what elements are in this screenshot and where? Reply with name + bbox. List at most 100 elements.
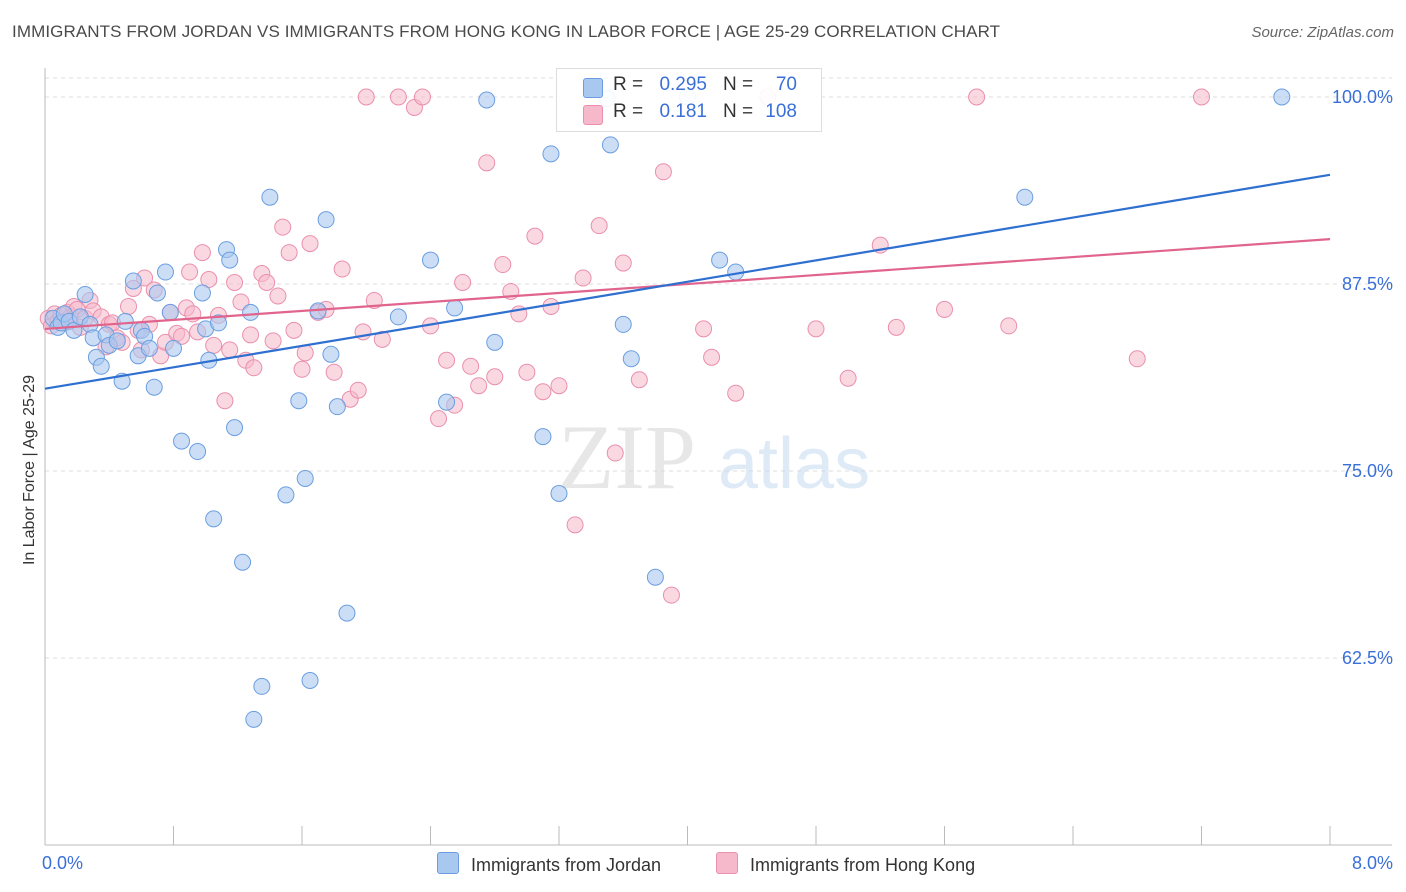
hongkong-point	[413, 88, 431, 106]
hongkong-point	[349, 381, 367, 399]
jordan-point	[446, 299, 464, 317]
jordan-point	[438, 393, 456, 411]
hongkong-point	[662, 586, 680, 604]
jordan-point	[116, 312, 134, 330]
hongkong-point	[526, 227, 544, 245]
bottom-legend-label-hongkong: Immigrants from Hong Kong	[750, 855, 976, 875]
jordan-point	[1273, 88, 1291, 106]
jordan-point	[261, 188, 279, 206]
jordan-point	[290, 392, 308, 410]
hongkong-point	[695, 320, 713, 338]
x-tick-label: 0.0%	[42, 853, 83, 873]
hongkong-point	[654, 163, 672, 181]
jordan-point	[148, 284, 166, 302]
jordan-point	[711, 251, 729, 269]
hongkong-point	[285, 321, 303, 339]
jordan-point	[156, 263, 174, 281]
jordan-point	[173, 432, 191, 450]
jordan-point	[234, 553, 252, 571]
hongkong-point	[301, 235, 319, 253]
hongkong-point	[221, 341, 239, 359]
jordan-point	[145, 378, 163, 396]
jordan-point	[389, 308, 407, 326]
axes	[44, 68, 1392, 846]
bottom-legend-swatch-jordan	[437, 852, 459, 874]
hongkong-point	[494, 256, 512, 274]
jordan-point	[550, 484, 568, 502]
jordan-point	[322, 345, 340, 363]
hongkong-trend-line	[44, 238, 1331, 330]
jordan-point	[76, 285, 94, 303]
hongkong-point	[936, 300, 953, 318]
jordan-point	[221, 251, 239, 269]
hongkong-point	[438, 351, 456, 369]
hongkong-point	[269, 287, 287, 305]
hongkong-point	[280, 244, 298, 262]
bottom-legend-hongkong: Immigrants from Hong Kong	[716, 852, 975, 876]
jordan-point	[140, 339, 158, 357]
hongkong-point	[470, 377, 488, 395]
hongkong-point	[574, 269, 592, 287]
legend-swatch-jordan	[583, 78, 603, 98]
watermark: ZIP atlas	[558, 406, 870, 508]
legend-swatch-hongkong	[583, 105, 603, 125]
hongkong-point	[703, 348, 721, 366]
hongkong-point	[839, 369, 857, 387]
hongkong-point	[216, 392, 234, 410]
hongkong-point	[614, 254, 632, 272]
hongkong-point	[566, 516, 584, 534]
legend-n-value: 70	[775, 74, 797, 95]
hongkong-point	[606, 444, 624, 462]
watermark-zip: ZIP	[558, 406, 696, 508]
legend-r-value: 0.181	[659, 101, 707, 122]
hongkong-point	[430, 410, 448, 428]
jordan-point	[165, 339, 182, 357]
x-tick-label: 8.0%	[1352, 853, 1393, 873]
chart-title: IMMIGRANTS FROM JORDAN VS IMMIGRANTS FRO…	[12, 22, 1001, 41]
hongkong-point	[478, 154, 496, 172]
hongkong-point	[373, 330, 391, 348]
hongkong-point	[205, 336, 223, 354]
hongkong-point	[293, 360, 311, 378]
y-tick-label: 62.5%	[1342, 648, 1393, 668]
source-label: Source: ZipAtlas.com	[1251, 24, 1394, 41]
jordan-point	[277, 486, 295, 504]
hongkong-point	[120, 297, 138, 315]
jordan-point	[478, 91, 496, 109]
jordan-point	[1016, 188, 1034, 206]
legend-r-value: 0.295	[659, 74, 707, 95]
jordan-point	[189, 443, 207, 461]
y-axis-label: In Labor Force | Age 25-29	[21, 374, 38, 566]
hongkong-point	[887, 318, 905, 336]
jordan-point	[486, 333, 504, 351]
hongkong-point	[462, 357, 480, 375]
jordan-point	[534, 428, 552, 446]
jordan-point	[542, 145, 560, 163]
jordan-point	[422, 251, 439, 269]
hongkong-point	[590, 217, 608, 235]
watermark-atlas: atlas	[718, 424, 870, 504]
hongkong-point	[454, 274, 472, 292]
jordan-point	[296, 469, 314, 487]
bottom-legend-jordan: Immigrants from Jordan	[437, 852, 661, 876]
trend-lines	[44, 173, 1331, 390]
jordan-point	[193, 284, 211, 302]
y-tick-label: 75.0%	[1342, 461, 1393, 481]
jordan-point	[328, 398, 346, 416]
jordan-point	[242, 303, 260, 321]
legend-n-label: N =	[723, 101, 754, 122]
y-tick-label: 87.5%	[1342, 274, 1393, 294]
jordan-point	[317, 211, 335, 229]
jordan-point	[209, 314, 227, 332]
jordan-point	[622, 350, 640, 368]
jordan-point	[124, 272, 142, 290]
jordan-point	[338, 604, 356, 622]
jordan-point	[614, 315, 632, 333]
jordan-point	[245, 710, 263, 728]
jordan-point	[205, 510, 223, 528]
hongkong-point	[727, 384, 745, 402]
stats-legend: R = 0.295 N = 70 R = 0.181 N = 108	[556, 68, 822, 132]
hongkong-point	[258, 274, 276, 292]
jordan-point	[301, 671, 319, 689]
hongkong-point	[226, 274, 244, 292]
